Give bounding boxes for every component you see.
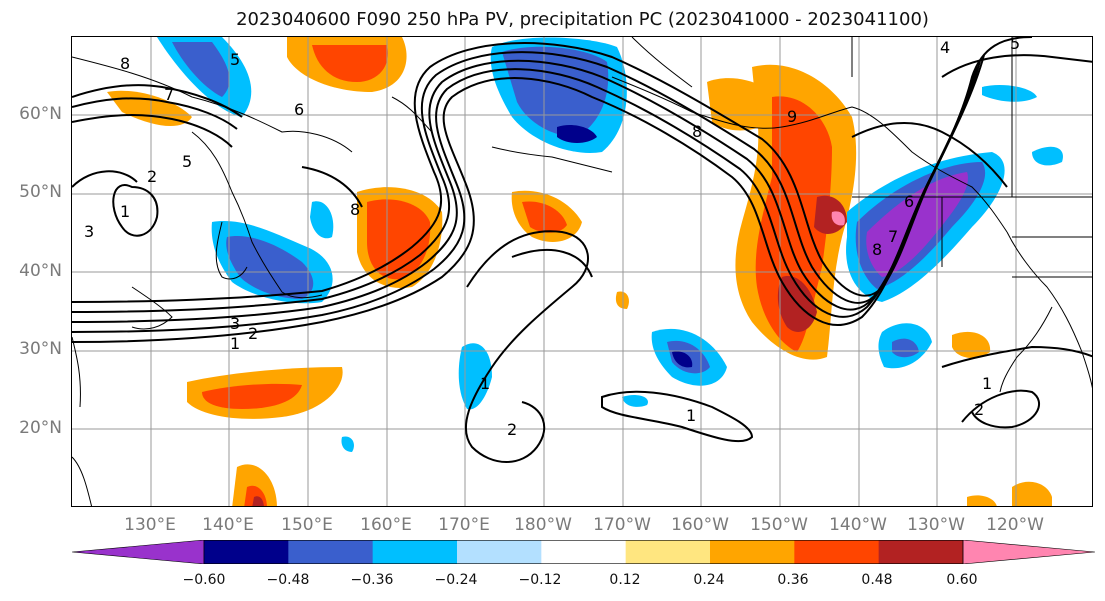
contour-label: 6 [904, 192, 914, 211]
lon-label: 140°E [202, 515, 254, 535]
colorbar-tick-label: −0.24 [434, 572, 478, 588]
contour-label: 8 [872, 240, 882, 259]
lat-label: 30°N [19, 339, 62, 359]
contour-label: 1 [120, 202, 130, 221]
colorbar-bin [625, 540, 711, 564]
colorbar-bin [878, 540, 964, 564]
lon-label: 150°E [281, 515, 333, 535]
contour-label: 1 [982, 374, 992, 393]
colorbar-bin [710, 540, 795, 564]
colorbar-bin [541, 540, 627, 564]
contour-label: 9 [787, 107, 797, 126]
colorbar-bin [288, 540, 374, 564]
contour-label: 3 [84, 222, 94, 241]
colorbar-bin [457, 540, 542, 564]
contour-label: 7 [888, 227, 898, 246]
lat-label: 60°N [19, 104, 62, 124]
colorbar-tick-label: 0.60 [946, 572, 978, 588]
precip-positive-core [312, 45, 388, 82]
lon-label: 160°E [360, 515, 412, 535]
contour-label-group: 8 7 5 3 1 2 5 6 8 3 2 1 8 1 2 1 4 5 6 7 … [84, 37, 1020, 439]
map-canvas: 8 7 5 3 1 2 5 6 8 3 2 1 8 1 2 1 4 5 6 7 … [72, 37, 1092, 506]
colorbar-extend-min [72, 540, 205, 564]
lon-label: 170°W [593, 515, 651, 535]
map-panel: 8 7 5 3 1 2 5 6 8 3 2 1 8 1 2 1 4 5 6 7 … [71, 36, 1093, 507]
pv-contours [72, 37, 1092, 463]
colorbar-tick-label: −0.36 [350, 572, 394, 588]
lon-label: 140°W [829, 515, 887, 535]
contour-label: 2 [974, 400, 984, 419]
contour-label: 5 [182, 152, 192, 171]
contour-label: 8 [692, 122, 702, 141]
colorbar-bin [204, 540, 289, 564]
contour-label: 7 [164, 85, 174, 104]
contour-label: 6 [294, 100, 304, 119]
lon-label: 120°W [986, 515, 1044, 535]
contour-label: 8 [120, 54, 130, 73]
colorbar-extend-max [962, 540, 1095, 564]
colorbar-bin [794, 540, 880, 564]
map-title: 2023040600 F090 250 hPa PV, precipitatio… [236, 9, 929, 30]
colorbar-tick-label: 0.24 [693, 572, 725, 588]
contour-label: 3 [230, 314, 240, 333]
lat-label: 20°N [19, 418, 62, 438]
contour-label: 1 [686, 406, 696, 425]
contour-label: 2 [507, 420, 517, 439]
colorbar-tick-label: 0.48 [861, 572, 893, 588]
colorbar-tick-label: −0.12 [518, 572, 562, 588]
precip-shading [107, 37, 1063, 506]
lon-label: 130°E [124, 515, 176, 535]
lon-label: 160°W [671, 515, 729, 535]
colorbar-tick-label: −0.48 [266, 572, 310, 588]
colorbar-tick-label: 0.12 [609, 572, 641, 588]
lat-label: 40°N [19, 261, 62, 281]
lon-label: 130°W [907, 515, 965, 535]
contour-label: 8 [350, 200, 360, 219]
colorbar-segments [72, 540, 1095, 564]
colorbar [72, 540, 1095, 564]
lat-label: 50°N [19, 182, 62, 202]
colorbar-tick-label: 0.36 [777, 572, 809, 588]
contour-label: 1 [480, 374, 490, 393]
contour-label: 5 [230, 50, 240, 69]
colorbar-bin [372, 540, 458, 564]
contour-label: 1 [230, 334, 240, 353]
coastlines [72, 37, 1092, 506]
lon-label: 170°E [438, 515, 490, 535]
contour-label: 2 [147, 167, 157, 186]
contour-label: 5 [1010, 37, 1020, 53]
contour-label: 4 [940, 38, 950, 57]
colorbar-tick-label: −0.60 [182, 572, 226, 588]
lon-label: 150°W [750, 515, 808, 535]
contour-label: 2 [248, 324, 258, 343]
lon-label: 180°W [514, 515, 572, 535]
colorbar-outline [203, 540, 964, 564]
